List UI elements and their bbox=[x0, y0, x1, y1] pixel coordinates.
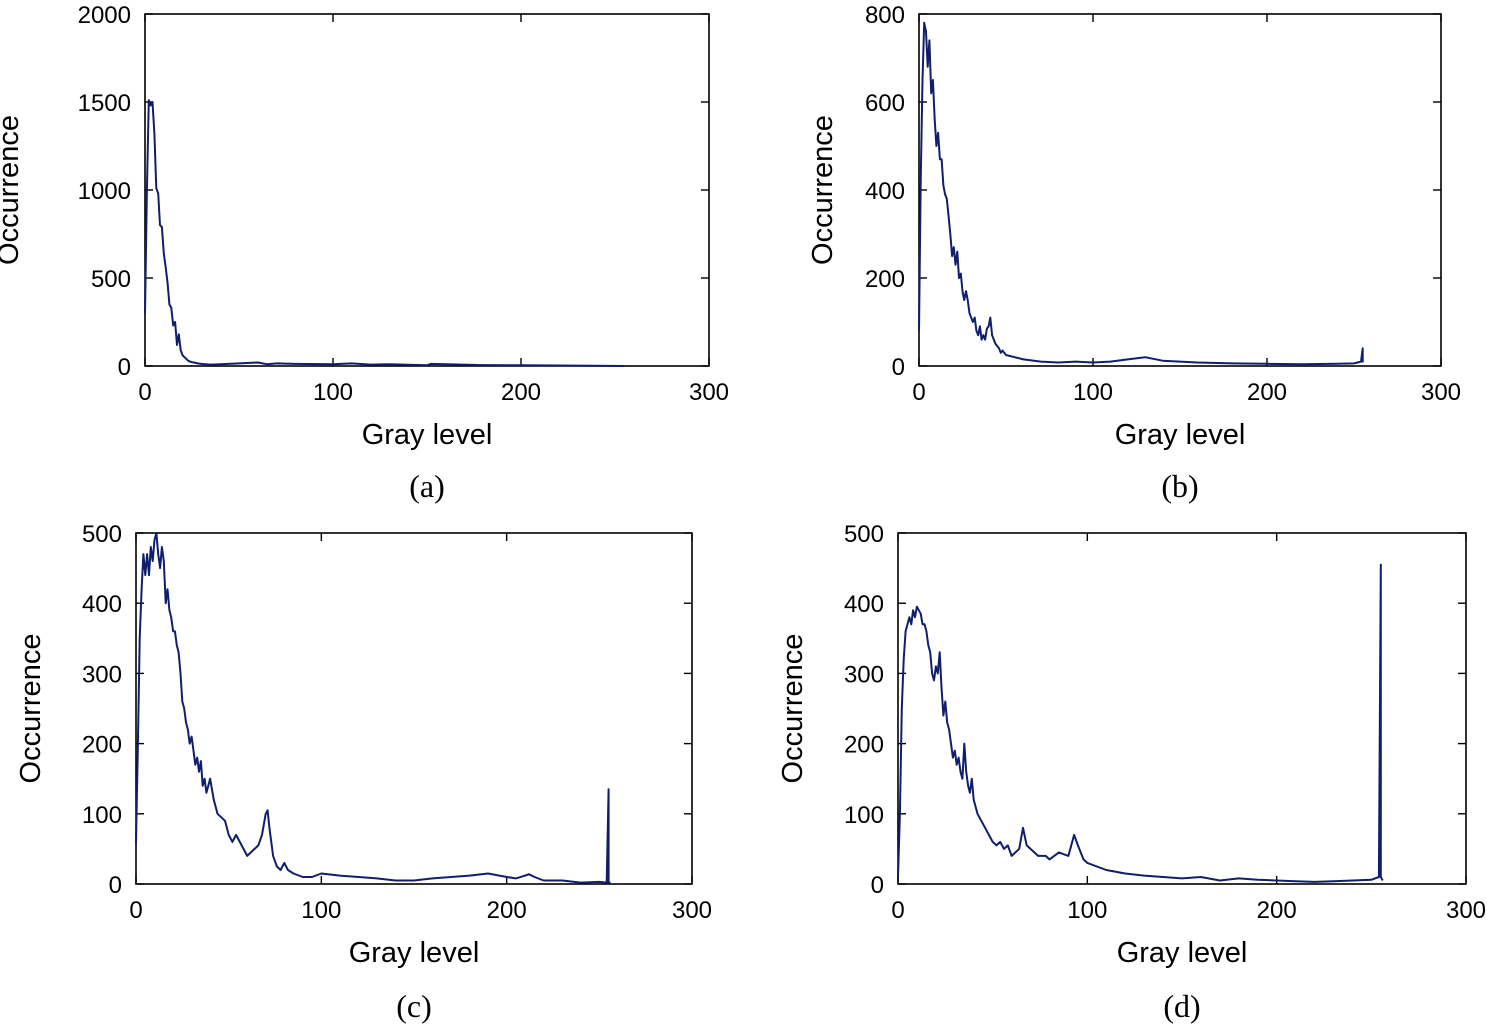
x-tick-label: 0 bbox=[129, 897, 142, 924]
y-tick-label: 400 bbox=[865, 178, 905, 205]
x-tick-label: 0 bbox=[891, 897, 904, 924]
y-tick-label: 500 bbox=[91, 266, 131, 293]
x-tick-label: 300 bbox=[1421, 379, 1461, 406]
y-tick-label: 400 bbox=[82, 591, 122, 618]
y-tick-label: 500 bbox=[844, 521, 884, 548]
panel-label: (d) bbox=[1163, 988, 1200, 1024]
x-tick-label: 200 bbox=[501, 379, 541, 406]
x-tick-label: 200 bbox=[1247, 379, 1287, 406]
y-tick-label: 1000 bbox=[78, 178, 131, 205]
panel-label: (a) bbox=[409, 468, 445, 504]
y-tick-label: 0 bbox=[109, 872, 122, 899]
series-line-histogram bbox=[918, 21, 1364, 366]
series-line-histogram bbox=[135, 532, 611, 884]
x-tick-label: 100 bbox=[1073, 379, 1113, 406]
x-axis-label: Gray level bbox=[349, 937, 480, 969]
plot-frame bbox=[144, 13, 710, 367]
plot-frame bbox=[135, 532, 693, 885]
y-tick-label: 300 bbox=[82, 661, 122, 688]
y-tick-label: 500 bbox=[82, 521, 122, 548]
y-tick-label: 100 bbox=[844, 802, 884, 829]
y-tick-label: 0 bbox=[871, 872, 884, 899]
x-tick-label: 200 bbox=[1257, 897, 1297, 924]
y-tick-label: 600 bbox=[865, 90, 905, 117]
x-tick-label: 100 bbox=[313, 379, 353, 406]
y-axis-label: Occurrence bbox=[777, 634, 809, 784]
x-tick-label: 200 bbox=[487, 897, 527, 924]
y-tick-label: 2000 bbox=[78, 2, 131, 29]
y-axis-label: Occurrence bbox=[0, 115, 25, 265]
y-tick-label: 200 bbox=[844, 732, 884, 759]
series-line-histogram bbox=[144, 99, 625, 367]
panel-label: (c) bbox=[396, 988, 432, 1024]
y-tick-label: 200 bbox=[865, 266, 905, 293]
y-tick-label: 100 bbox=[82, 802, 122, 829]
y-axis-label: Occurrence bbox=[15, 634, 47, 784]
y-tick-label: 800 bbox=[865, 2, 905, 29]
x-tick-label: 300 bbox=[689, 379, 729, 406]
plot-frame bbox=[918, 13, 1442, 367]
x-axis-label: Gray level bbox=[1117, 937, 1248, 969]
x-tick-label: 0 bbox=[138, 379, 151, 406]
y-tick-label: 200 bbox=[82, 732, 122, 759]
x-tick-label: 300 bbox=[1446, 897, 1486, 924]
y-tick-label: 0 bbox=[892, 354, 905, 381]
x-tick-label: 300 bbox=[672, 897, 712, 924]
x-tick-label: 100 bbox=[1067, 897, 1107, 924]
y-axis-label: Occurrence bbox=[807, 115, 839, 265]
y-tick-label: 0 bbox=[118, 354, 131, 381]
chart-panel-a: 0 100 200 300 0 500 1000 1500 2000 Gray level Occu… bbox=[0, 2, 729, 504]
x-tick-label: 100 bbox=[301, 897, 341, 924]
chart-panel-d: 0 100 200 300 0 100 200 300 400 500 Gray level Occu… bbox=[777, 521, 1486, 1024]
y-tick-label: 300 bbox=[844, 661, 884, 688]
plot-frame bbox=[897, 532, 1467, 885]
chart-panel-b: 0 100 200 300 0 200 400 600 800 Gray level Occurre… bbox=[807, 2, 1461, 504]
chart-panel-c: 0 100 200 300 0 100 200 300 400 500 Gray level Occu… bbox=[15, 521, 712, 1024]
x-axis-label: Gray level bbox=[362, 419, 493, 451]
panel-label: (b) bbox=[1161, 468, 1198, 504]
y-tick-label: 400 bbox=[844, 591, 884, 618]
x-axis-label: Gray level bbox=[1115, 419, 1246, 451]
y-tick-label: 1500 bbox=[78, 90, 131, 117]
series-line-histogram bbox=[897, 563, 1384, 883]
x-tick-label: 0 bbox=[912, 379, 925, 406]
